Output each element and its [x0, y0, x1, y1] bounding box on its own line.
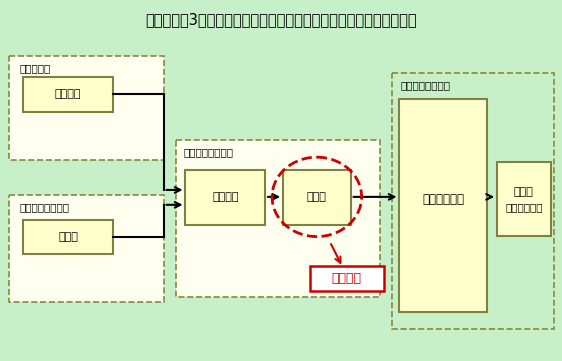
Text: 受信機盤: 受信機盤 — [212, 192, 238, 202]
Bar — [175, 140, 379, 297]
Text: 総合盤: 総合盤 — [58, 231, 78, 242]
Text: ３号機中央制御室: ３号機中央制御室 — [400, 80, 450, 90]
Text: 中継器: 中継器 — [307, 192, 327, 202]
Text: （一括警報）: （一括警報） — [505, 202, 542, 212]
Bar — [392, 73, 554, 329]
Text: 集合作業場: 集合作業場 — [19, 63, 51, 73]
Bar — [23, 220, 113, 255]
Bar — [310, 266, 384, 291]
Bar — [10, 195, 164, 302]
Bar — [400, 99, 487, 312]
Text: 火災報知樏盤: 火災報知樏盤 — [422, 193, 464, 206]
Bar — [10, 56, 164, 160]
Bar — [185, 170, 265, 225]
Bar — [10, 195, 164, 302]
Text: 受信機盤: 受信機盤 — [55, 89, 81, 99]
Text: 総合排水処理装置: 総合排水処理装置 — [183, 147, 233, 157]
Bar — [23, 77, 113, 112]
Text: 取水ビット電気室: 取水ビット電気室 — [19, 202, 69, 212]
Text: 伊方発電所3号機　総合排水処理装置建屋火災報知機監視系統概略図: 伊方発電所3号機 総合排水処理装置建屋火災報知機監視系統概略図 — [145, 12, 417, 27]
Text: 電気盤: 電気盤 — [514, 187, 534, 197]
Bar — [175, 140, 379, 297]
Bar — [10, 56, 164, 160]
Bar — [283, 170, 351, 225]
Text: 当該箇所: 当該箇所 — [332, 272, 362, 285]
Bar — [497, 162, 551, 236]
